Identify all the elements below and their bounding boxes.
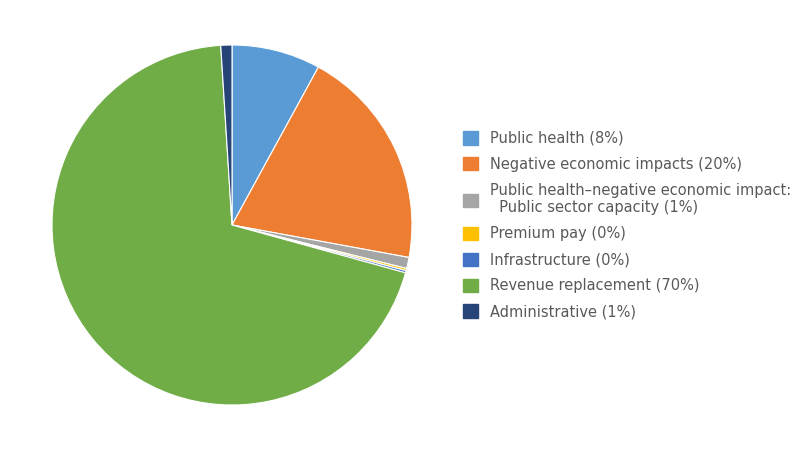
- Wedge shape: [52, 45, 406, 405]
- Legend: Public health (8%), Negative economic impacts (20%), Public health–negative econ: Public health (8%), Negative economic im…: [463, 131, 790, 319]
- Wedge shape: [232, 225, 406, 273]
- Wedge shape: [232, 225, 406, 271]
- Wedge shape: [221, 45, 232, 225]
- Wedge shape: [232, 67, 412, 257]
- Wedge shape: [232, 225, 409, 269]
- Wedge shape: [232, 45, 318, 225]
